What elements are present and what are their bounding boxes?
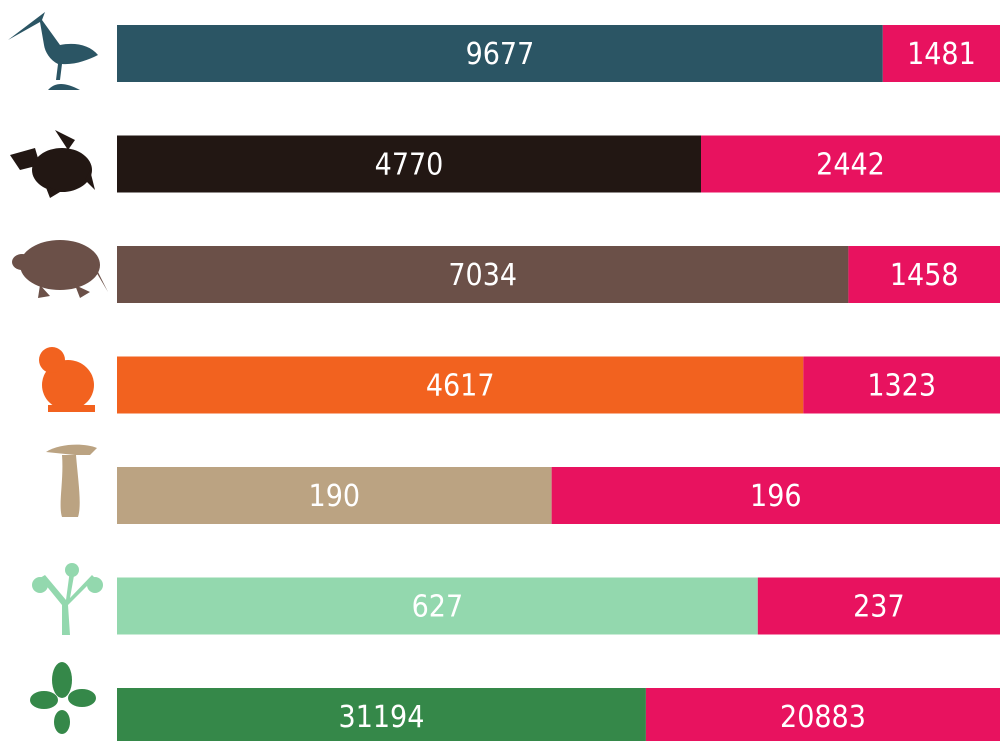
bar-segment: [882, 25, 1000, 82]
value-label: 237: [853, 590, 905, 625]
value-label: 627: [412, 590, 464, 625]
bar-segment: [117, 356, 804, 414]
value-label: 1458: [890, 258, 959, 293]
leaf-icon: [30, 662, 96, 734]
value-label: 1481: [907, 37, 976, 72]
value-label: 4617: [426, 369, 495, 404]
value-label: 7034: [448, 258, 517, 293]
bar-segment: [117, 246, 849, 303]
bar-segment: [117, 25, 883, 82]
value-label: 4770: [375, 148, 444, 183]
bar-segment: [645, 688, 1000, 741]
value-label: 20883: [780, 700, 866, 735]
bird-icon: [8, 12, 98, 90]
bar-segment: [117, 688, 646, 741]
value-label: 9677: [466, 37, 535, 72]
value-label: 1323: [867, 369, 936, 404]
frog-icon: [10, 130, 95, 198]
bar-segment: [117, 135, 702, 193]
bar-segment: [117, 467, 552, 524]
bar-segment: [551, 467, 1000, 524]
bar-segment: [803, 356, 1000, 414]
value-label: 196: [750, 479, 802, 514]
coral-icon: [32, 563, 103, 635]
hamster-icon: [39, 347, 95, 412]
bar-segment: [117, 577, 758, 635]
value-label: 190: [309, 479, 361, 514]
value-label: 31194: [339, 700, 425, 735]
icons: [8, 12, 108, 734]
bar-segment: [701, 135, 1000, 193]
bar-segment: [757, 577, 1000, 635]
bar-segment: [848, 246, 1000, 303]
value-label: 2442: [816, 148, 885, 183]
mushroom-icon: [46, 444, 97, 517]
turtle-icon: [12, 240, 108, 298]
